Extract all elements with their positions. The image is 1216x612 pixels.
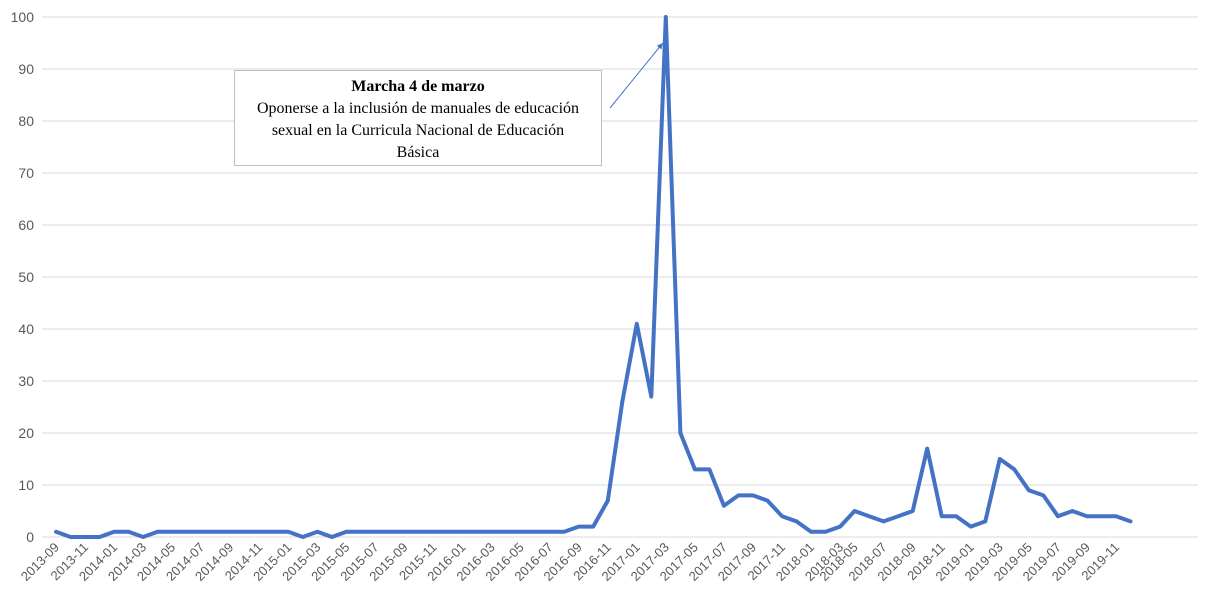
annotation-title: Marcha 4 de marzo [351,78,485,95]
annotation-box: Marcha 4 de marzo Oponerse a la inclusió… [234,70,602,166]
annotation-arrow-layer [609,42,664,109]
x-axis-ticks: 2013-092013-112014-012014-032014-052014-… [18,540,1122,584]
y-tick-label: 80 [18,113,34,129]
annotation-arrow [609,42,664,109]
series-layer [54,15,1133,539]
y-tick-label: 90 [18,61,34,77]
y-tick-label: 30 [18,373,34,389]
y-tick-label: 70 [18,165,34,181]
gridlines [42,16,1198,538]
y-tick-label: 0 [26,529,34,545]
y-tick-label: 60 [18,217,34,233]
series-line [54,15,1133,539]
y-tick-label: 40 [18,321,34,337]
y-tick-label: 100 [11,9,35,25]
annotation-text: Oponerse a la inclusión de manuales de e… [256,100,580,161]
y-tick-label: 20 [18,425,34,441]
y-tick-label: 10 [18,477,34,493]
y-axis-ticks: 0 10 20 30 40 50 60 70 80 90 100 [11,9,35,545]
y-tick-label: 50 [18,269,34,285]
